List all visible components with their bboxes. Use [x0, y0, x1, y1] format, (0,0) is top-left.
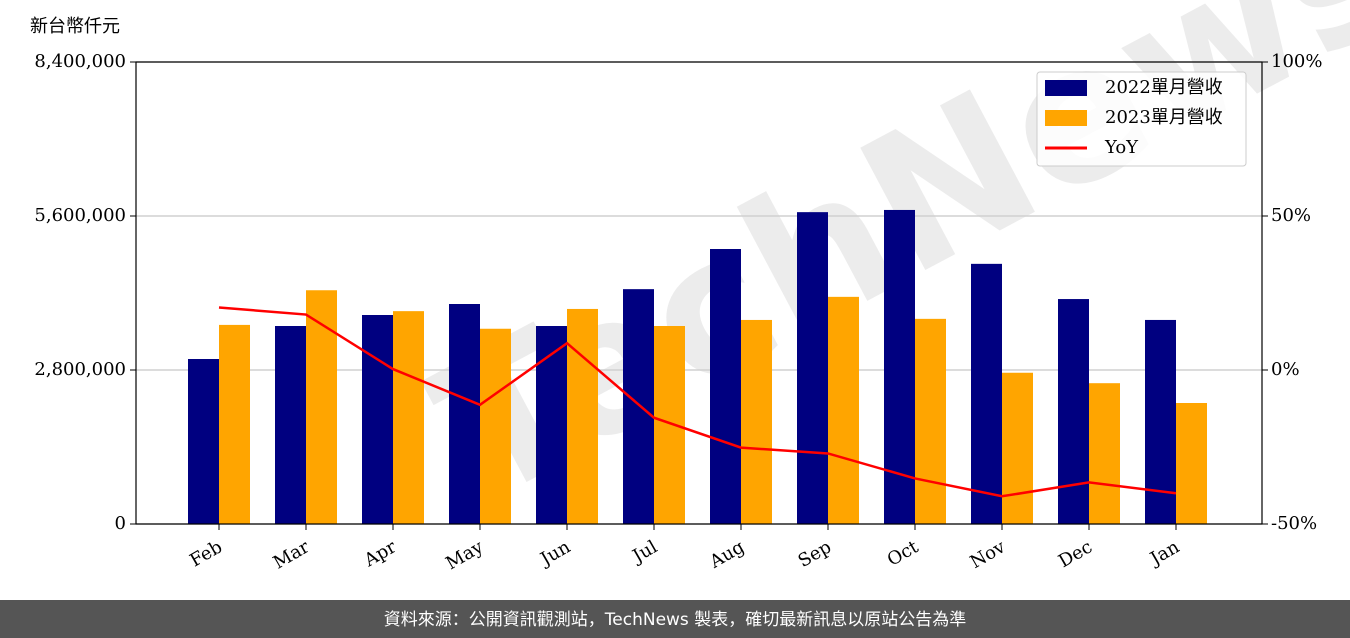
y-tick-label: 2,800,000 [34, 359, 126, 380]
bar [741, 319, 772, 524]
x-tick-label: Apr [360, 536, 400, 571]
x-tick-label: Jul [627, 536, 661, 568]
x-tick-label: Sep [795, 536, 835, 571]
x-tick-label: Jan [1145, 536, 1183, 570]
bar [710, 249, 741, 524]
y-axis-label: 新台幣仟元 [30, 16, 120, 37]
bar [971, 263, 1002, 524]
legend-label: 2022單月營收 [1105, 77, 1223, 98]
bar [1002, 372, 1033, 524]
y2-tick-label: 0% [1271, 359, 1300, 380]
x-tick-label: Aug [705, 536, 748, 573]
x-tick-label: Oct [884, 536, 923, 571]
bar [449, 304, 480, 524]
bar [915, 318, 946, 524]
bar [393, 311, 424, 524]
bar [1089, 383, 1120, 524]
y-tick-label: 0 [115, 513, 126, 534]
legend-box [1036, 71, 1247, 167]
bar [797, 212, 828, 524]
x-tick-label: Jun [535, 536, 574, 571]
footer-bar [0, 600, 1350, 638]
y2-tick-label: -50% [1271, 513, 1317, 534]
plot-frame [135, 61, 1263, 525]
bar [654, 326, 685, 524]
bar [1058, 299, 1089, 524]
yoy-line [218, 306, 1177, 498]
legend-swatch [1045, 80, 1087, 96]
x-tick-label: Dec [1055, 536, 1096, 572]
bar [219, 324, 250, 524]
bar [1176, 403, 1207, 524]
legend-label: 2023單月營收 [1105, 107, 1223, 128]
bar [362, 315, 393, 524]
y2-tick-label: 50% [1271, 205, 1311, 226]
y-tick-label: 5,600,000 [34, 205, 126, 226]
bar [536, 326, 567, 524]
footer: 資料來源：公開資訊觀測站，TechNews 製表，確切最新訊息以原站公告為準 [384, 610, 966, 630]
x-tick-label: May [442, 536, 487, 574]
bar [828, 296, 859, 524]
x-tick-label: Mar [270, 536, 314, 573]
bar [188, 359, 219, 524]
y-tick-label: 8,400,000 [34, 51, 126, 72]
x-tick-label: Feb [186, 536, 226, 571]
x-tick-label: Nov [967, 536, 1010, 573]
legend-swatch [1045, 110, 1087, 126]
bar [275, 326, 306, 524]
y2-tick-label: 100% [1271, 51, 1322, 72]
bar [567, 308, 598, 524]
bar [623, 289, 654, 524]
legend-label: YoY [1104, 137, 1139, 158]
bar [306, 290, 337, 524]
bar [480, 328, 511, 524]
